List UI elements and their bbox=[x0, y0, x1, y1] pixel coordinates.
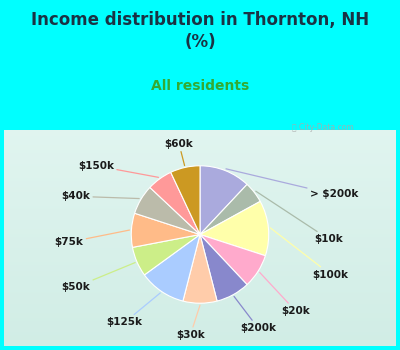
Text: $20k: $20k bbox=[260, 272, 310, 316]
Wedge shape bbox=[200, 184, 260, 235]
Text: $200k: $200k bbox=[234, 296, 276, 333]
Text: $100k: $100k bbox=[270, 228, 349, 280]
Wedge shape bbox=[144, 234, 200, 301]
Wedge shape bbox=[200, 166, 247, 235]
Text: $10k: $10k bbox=[256, 191, 343, 244]
Text: $125k: $125k bbox=[107, 293, 160, 327]
Wedge shape bbox=[200, 201, 269, 256]
Text: $40k: $40k bbox=[61, 191, 139, 201]
Wedge shape bbox=[131, 213, 200, 247]
Wedge shape bbox=[200, 234, 265, 285]
Wedge shape bbox=[135, 188, 200, 235]
Text: $60k: $60k bbox=[165, 139, 193, 166]
Text: Income distribution in Thornton, NH
(%): Income distribution in Thornton, NH (%) bbox=[31, 10, 369, 51]
Text: ⓘ City-Data.com: ⓘ City-Data.com bbox=[292, 122, 354, 132]
Text: $50k: $50k bbox=[62, 262, 135, 292]
Wedge shape bbox=[183, 234, 217, 303]
Wedge shape bbox=[171, 166, 200, 235]
Text: $75k: $75k bbox=[55, 230, 130, 247]
Text: > $200k: > $200k bbox=[226, 169, 358, 199]
Text: All residents: All residents bbox=[151, 79, 249, 93]
Wedge shape bbox=[200, 234, 247, 301]
Wedge shape bbox=[132, 234, 200, 275]
Text: $30k: $30k bbox=[176, 305, 205, 340]
Text: $150k: $150k bbox=[78, 161, 158, 177]
Wedge shape bbox=[150, 172, 200, 234]
